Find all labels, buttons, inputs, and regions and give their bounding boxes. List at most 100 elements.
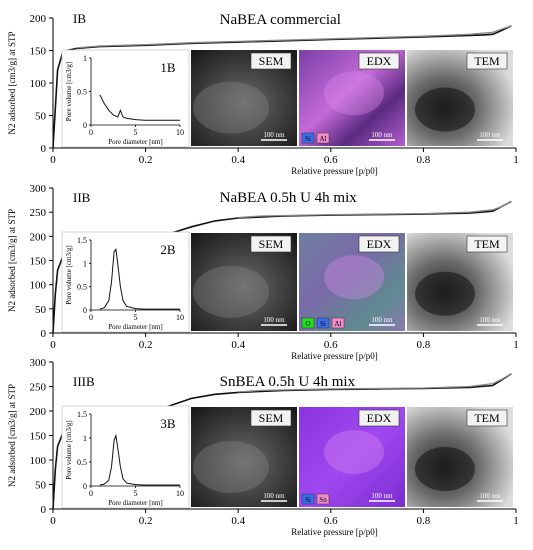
y-tick-label: 100 bbox=[30, 455, 47, 467]
legend-entry: Al bbox=[320, 135, 327, 143]
x-tick-label: 0 bbox=[50, 154, 56, 166]
y-tick-label: 0 bbox=[41, 143, 47, 155]
inset-y-tick-label: 0.5 bbox=[77, 88, 87, 97]
x-tick-label: 0.6 bbox=[324, 339, 338, 351]
inset-frame bbox=[61, 405, 190, 509]
inset-label: 2B bbox=[160, 242, 176, 257]
inset-x-label: Pore diameter [nm] bbox=[108, 138, 162, 146]
inset-label: 1B bbox=[160, 60, 176, 75]
legend-entry: Si bbox=[305, 135, 311, 143]
micrograph-sem: SEM 100 nm bbox=[191, 233, 297, 331]
micrograph-sem: SEM 100 nm bbox=[191, 407, 297, 507]
inset-label: 3B bbox=[160, 416, 176, 431]
texture-blob bbox=[193, 81, 269, 134]
x-tick-label: 0 bbox=[50, 515, 56, 527]
micrograph-label: SEM bbox=[259, 54, 284, 68]
y-tick-label: 150 bbox=[30, 256, 47, 268]
inset-x-tick-label: 10 bbox=[176, 128, 184, 137]
micrograph-label: TEM bbox=[474, 237, 500, 251]
y-tick-label: 200 bbox=[30, 406, 47, 418]
y-tick-label: 100 bbox=[30, 280, 47, 292]
isotherm-desorption bbox=[238, 200, 512, 219]
micrograph-tem: TEM 100 nm bbox=[407, 407, 513, 507]
panel-label: IB bbox=[73, 11, 86, 26]
panel-title: SnBEA 0.5h U 4h mix bbox=[220, 374, 356, 390]
y-tick-label: 150 bbox=[30, 431, 47, 443]
x-tick-label: 0.4 bbox=[231, 515, 245, 527]
x-tick-label: 0.6 bbox=[324, 154, 338, 166]
inset-x-tick-label: 10 bbox=[176, 489, 184, 498]
x-tick-label: 0.4 bbox=[231, 339, 245, 351]
panel-title: NaBEA 0.5h U 4h mix bbox=[220, 190, 358, 206]
y-tick-label: 250 bbox=[30, 382, 47, 394]
legend-entry: Sn bbox=[319, 496, 327, 504]
texture-blob bbox=[193, 441, 269, 493]
micrograph-label-box bbox=[466, 409, 508, 427]
micrograph-tem: TEM 100 nm bbox=[407, 233, 513, 331]
micrograph-label-box bbox=[358, 52, 400, 70]
micrograph-tem: TEM 100 nm bbox=[407, 50, 513, 146]
texture-blob bbox=[415, 447, 475, 491]
x-tick-label: 1 bbox=[513, 339, 519, 351]
micrograph-label: EDX bbox=[367, 54, 392, 68]
inset-x-tick-label: 5 bbox=[134, 313, 138, 322]
inset-pore-curve bbox=[99, 94, 180, 121]
micrograph-label-box bbox=[250, 235, 292, 253]
scale-bar-label: 100 nm bbox=[479, 131, 501, 139]
micrograph-sem: SEM 100 nm bbox=[191, 50, 297, 146]
y-tick-label: 0 bbox=[41, 504, 47, 516]
inset-y-tick-label: 1 bbox=[83, 259, 87, 268]
inset-y-label: Pore volume [cm3/g] bbox=[65, 245, 73, 305]
inset-x-tick-label: 10 bbox=[176, 313, 184, 322]
isotherm-desorption bbox=[76, 25, 512, 49]
x-axis-label: Relative pressure [p/p0] bbox=[291, 351, 377, 361]
y-axis-label: N2 adsorbed [cm3/g] at STP bbox=[7, 384, 17, 487]
legend-entry: Al bbox=[335, 320, 342, 328]
isotherm-desorption bbox=[238, 373, 512, 393]
y-axis-label: N2 adsorbed [cm3/g] at STP bbox=[7, 32, 17, 135]
y-tick-label: 200 bbox=[30, 13, 47, 25]
micrograph-label: EDX bbox=[367, 411, 392, 425]
x-tick-label: 0.8 bbox=[417, 515, 431, 527]
scale-bar-label: 100 nm bbox=[479, 492, 501, 500]
inset-y-tick-label: 0 bbox=[83, 121, 87, 130]
micrograph-label: SEM bbox=[259, 411, 284, 425]
y-tick-label: 50 bbox=[35, 111, 47, 123]
scale-bar-label: 100 nm bbox=[263, 316, 285, 324]
panel-title: NaBEA commercial bbox=[220, 12, 341, 28]
inset-y-tick-label: 0 bbox=[83, 482, 87, 491]
legend-swatch bbox=[301, 132, 315, 144]
legend-swatch bbox=[316, 317, 330, 329]
scale-bar-label: 100 nm bbox=[263, 131, 285, 139]
legend-swatch bbox=[331, 317, 345, 329]
texture-blob bbox=[415, 87, 475, 132]
x-tick-label: 1 bbox=[513, 515, 519, 527]
y-tick-label: 250 bbox=[30, 207, 47, 219]
inset-x-label: Pore diameter [nm] bbox=[108, 323, 162, 331]
x-tick-label: 0.2 bbox=[139, 339, 153, 351]
micrograph-label-box bbox=[466, 235, 508, 253]
x-tick-label: 0.2 bbox=[139, 154, 153, 166]
micrograph-edx: EDX 100 nm O Si Al bbox=[299, 233, 405, 331]
scale-bar-label: 100 nm bbox=[371, 131, 393, 139]
micrograph-label: EDX bbox=[367, 237, 392, 251]
y-axis-label: N2 adsorbed [cm3/g] at STP bbox=[7, 209, 17, 312]
scale-bar-label: 100 nm bbox=[371, 492, 393, 500]
legend-swatch bbox=[301, 493, 315, 505]
micrograph-label: TEM bbox=[474, 54, 500, 68]
legend-swatch bbox=[301, 317, 315, 329]
texture-blob bbox=[415, 271, 475, 316]
x-tick-label: 1 bbox=[513, 154, 519, 166]
scale-bar-label: 100 nm bbox=[263, 492, 285, 500]
inset-y-tick-label: 1 bbox=[83, 434, 87, 443]
legend-entry: Si bbox=[305, 496, 311, 504]
inset-3B: 0 0.5 1 1.5 0 5 10 Pore diameter [nm] Pore volum… bbox=[61, 405, 190, 509]
y-tick-label: 300 bbox=[30, 183, 47, 195]
x-tick-label: 0 bbox=[50, 339, 56, 351]
inset-y-tick-label: 1.5 bbox=[77, 410, 87, 419]
x-tick-label: 0.8 bbox=[417, 154, 431, 166]
micrograph-edx: EDX 100 nm Si Al bbox=[299, 50, 405, 146]
legend-swatch bbox=[316, 493, 330, 505]
